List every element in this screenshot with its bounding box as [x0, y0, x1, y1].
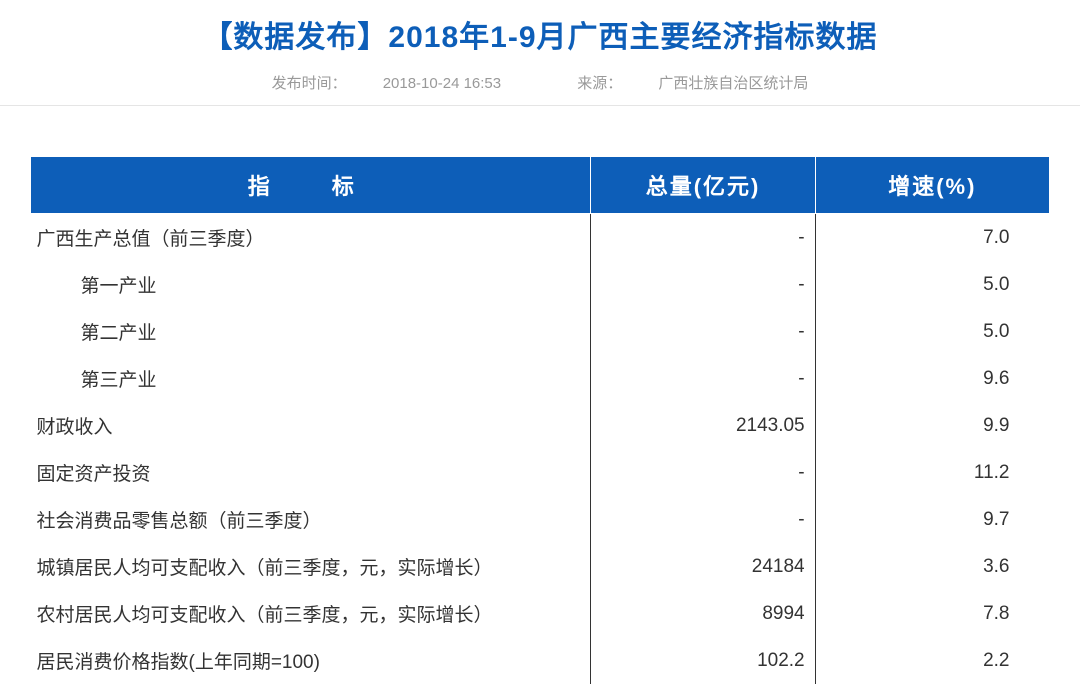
cell-total: 24184 [591, 543, 815, 590]
table-body: 广西生产总值（前三季度） - 7.0 第一产业 - 5.0 第二产业 - 5.0… [31, 214, 1050, 684]
cell-total: - [591, 355, 815, 402]
table-row: 固定资产投资 - 11.2 [31, 449, 1050, 496]
table-row: 城镇居民人均可支配收入（前三季度，元，实际增长） 24184 3.6 [31, 543, 1050, 590]
table-wrapper: 指 标 总量(亿元) 增速(%) 广西生产总值（前三季度） - 7.0 第一产业… [0, 156, 1080, 684]
cell-growth: 9.7 [815, 496, 1049, 543]
header-growth: 增速(%) [815, 157, 1049, 214]
cell-growth: 7.0 [815, 214, 1049, 262]
cell-growth: 3.6 [815, 543, 1049, 590]
publish-time: 发布时间： 2018-10-24 16:53 [254, 75, 524, 92]
meta-line: 发布时间： 2018-10-24 16:53 来源： 广西壮族自治区统计局 [0, 66, 1080, 105]
publish-value: 2018-10-24 16:53 [383, 75, 501, 92]
page-title: 【数据发布】2018年1-9月广西主要经济指标数据 [0, 0, 1080, 66]
cell-growth: 5.0 [815, 308, 1049, 355]
cell-growth: 2.2 [815, 637, 1049, 684]
cell-total: - [591, 308, 815, 355]
source-value: 广西壮族自治区统计局 [658, 75, 808, 92]
table-header-row: 指 标 总量(亿元) 增速(%) [31, 157, 1050, 214]
header-indicator: 指 标 [31, 157, 591, 214]
cell-indicator: 城镇居民人均可支配收入（前三季度，元，实际增长） [31, 543, 591, 590]
cell-total: - [591, 214, 815, 262]
divider [0, 105, 1080, 106]
table-row: 第一产业 - 5.0 [31, 261, 1050, 308]
cell-total: 102.2 [591, 637, 815, 684]
table-row: 广西生产总值（前三季度） - 7.0 [31, 214, 1050, 262]
cell-indicator: 固定资产投资 [31, 449, 591, 496]
cell-growth: 9.9 [815, 402, 1049, 449]
data-table: 指 标 总量(亿元) 增速(%) 广西生产总值（前三季度） - 7.0 第一产业… [30, 156, 1050, 684]
header-total: 总量(亿元) [591, 157, 815, 214]
publish-label: 发布时间： [272, 75, 347, 92]
page-container: 【数据发布】2018年1-9月广西主要经济指标数据 发布时间： 2018-10-2… [0, 0, 1080, 684]
cell-indicator: 社会消费品零售总额（前三季度） [31, 496, 591, 543]
table-row: 农村居民人均可支配收入（前三季度，元，实际增长） 8994 7.8 [31, 590, 1050, 637]
table-row: 财政收入 2143.05 9.9 [31, 402, 1050, 449]
cell-indicator: 第三产业 [31, 355, 591, 402]
cell-total: - [591, 261, 815, 308]
cell-total: - [591, 449, 815, 496]
table-row: 第三产业 - 9.6 [31, 355, 1050, 402]
source-label: 来源： [577, 75, 622, 92]
cell-indicator: 第二产业 [31, 308, 591, 355]
cell-total: 2143.05 [591, 402, 815, 449]
cell-growth: 5.0 [815, 261, 1049, 308]
table-row: 社会消费品零售总额（前三季度） - 9.7 [31, 496, 1050, 543]
source: 来源： 广西壮族自治区统计局 [559, 75, 826, 92]
cell-total: 8994 [591, 590, 815, 637]
cell-total: - [591, 496, 815, 543]
table-row: 第二产业 - 5.0 [31, 308, 1050, 355]
cell-growth: 9.6 [815, 355, 1049, 402]
cell-indicator: 第一产业 [31, 261, 591, 308]
table-row: 居民消费价格指数(上年同期=100) 102.2 2.2 [31, 637, 1050, 684]
cell-growth: 11.2 [815, 449, 1049, 496]
cell-indicator: 居民消费价格指数(上年同期=100) [31, 637, 591, 684]
cell-indicator: 广西生产总值（前三季度） [31, 214, 591, 262]
cell-indicator: 财政收入 [31, 402, 591, 449]
cell-indicator: 农村居民人均可支配收入（前三季度，元，实际增长） [31, 590, 591, 637]
cell-growth: 7.8 [815, 590, 1049, 637]
